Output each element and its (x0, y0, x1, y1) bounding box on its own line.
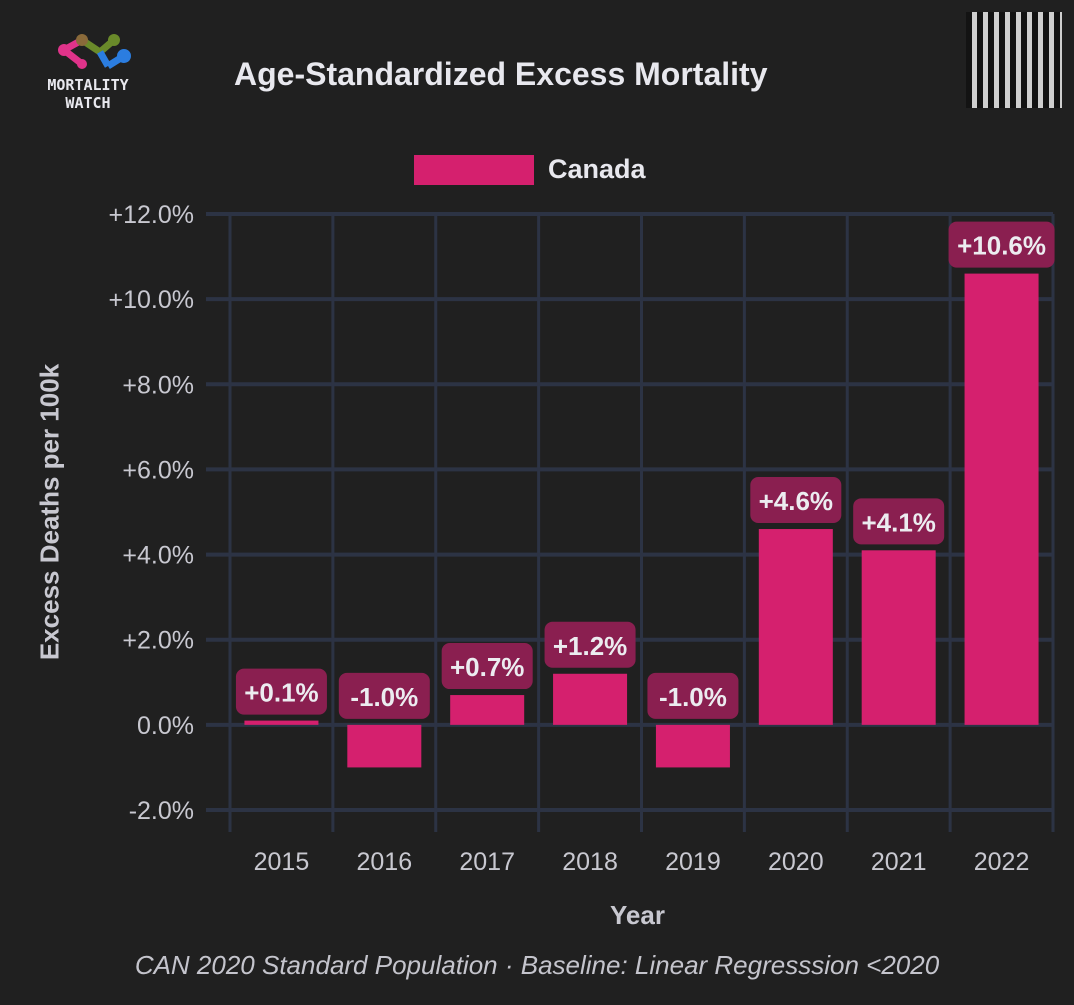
data-label: +4.1% (861, 507, 935, 537)
y-tick-label: 0.0% (137, 712, 194, 740)
bar-2019 (655, 724, 730, 768)
y-tick-label: +12.0% (109, 201, 195, 229)
y-tick-label: +8.0% (122, 371, 194, 399)
data-label: +10.6% (957, 231, 1046, 261)
data-label: +4.6% (759, 486, 833, 516)
chart-title: Age-Standardized Excess Mortality (234, 56, 768, 92)
y-tick-label: +6.0% (122, 456, 194, 484)
bar-2020 (758, 529, 833, 725)
y-tick-label: +10.0% (109, 286, 195, 314)
logo-line1: MORTALITY (47, 76, 129, 94)
logo-line2: WATCH (65, 94, 111, 112)
qr-code (966, 12, 1062, 108)
footer-note: CAN 2020 Standard Population · Baseline:… (134, 950, 940, 980)
y-tick-label: +2.0% (122, 627, 194, 655)
y-axis-title: Excess Deaths per 100k (34, 363, 65, 661)
data-label-bg (338, 672, 430, 719)
bar-2017 (450, 695, 525, 725)
x-tick-label: 2022 (974, 848, 1030, 876)
x-tick-label: 2017 (459, 848, 515, 876)
legend-swatch (414, 154, 534, 185)
data-label-bg (235, 668, 327, 715)
data-label-bg (544, 621, 636, 668)
bar-2015 (244, 720, 319, 725)
x-tick-label: 2018 (562, 848, 618, 876)
bar-2016 (347, 724, 422, 768)
legend-item-canada[interactable]: Canada (414, 154, 646, 185)
x-tick-label: 2016 (357, 848, 413, 876)
bar-2018 (553, 673, 628, 725)
x-tick-label: 2020 (768, 848, 824, 876)
data-label: +1.2% (553, 631, 627, 661)
data-label-bg (441, 643, 533, 690)
x-tick-label: 2021 (871, 848, 927, 876)
data-label: +0.1% (244, 678, 318, 708)
x-tick-label: 2015 (254, 848, 310, 876)
data-label-bg (948, 221, 1055, 268)
x-axis-title: Year (610, 900, 665, 930)
legend-label: Canada (548, 154, 646, 184)
bar-2022 (964, 273, 1039, 725)
y-tick-label: +4.0% (122, 542, 194, 570)
logo-icon (58, 34, 131, 69)
data-label-bg (750, 477, 842, 524)
data-label: -1.0% (350, 682, 418, 712)
data-label: -1.0% (659, 682, 727, 712)
data-label-bg (647, 672, 739, 719)
y-tick-label: -2.0% (129, 797, 194, 825)
bar-2021 (861, 550, 936, 725)
x-tick-label: 2019 (665, 848, 721, 876)
data-label-bg (853, 498, 945, 545)
data-label: +0.7% (450, 652, 524, 682)
